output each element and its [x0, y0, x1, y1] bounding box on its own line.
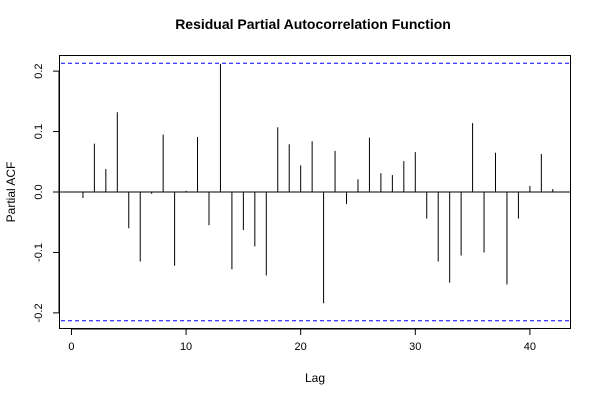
- x-axis-label: Lag: [305, 371, 325, 385]
- y-tick-label: -0.2: [33, 303, 45, 322]
- y-tick-label: 0.2: [33, 63, 45, 78]
- y-axis-label: Partial ACF: [4, 162, 18, 223]
- x-tick-label: 0: [68, 341, 74, 353]
- chart-title: Residual Partial Autocorrelation Functio…: [175, 16, 451, 32]
- y-axis: -0.2 -0.1 0.0 0.1 0.2: [33, 63, 60, 322]
- confidence-band: [60, 62, 570, 322]
- x-tick-label: 30: [409, 341, 421, 353]
- y-tick-label: -0.1: [33, 243, 45, 262]
- pacf-bars: [82, 63, 554, 304]
- y-tick-label: 0.0: [33, 184, 45, 199]
- x-axis: 0 10 20 30 40: [68, 328, 536, 353]
- x-tick-label: 10: [180, 341, 192, 353]
- x-tick-label: 20: [295, 341, 307, 353]
- x-tick-label: 40: [524, 341, 536, 353]
- y-tick-label: 0.1: [33, 124, 45, 139]
